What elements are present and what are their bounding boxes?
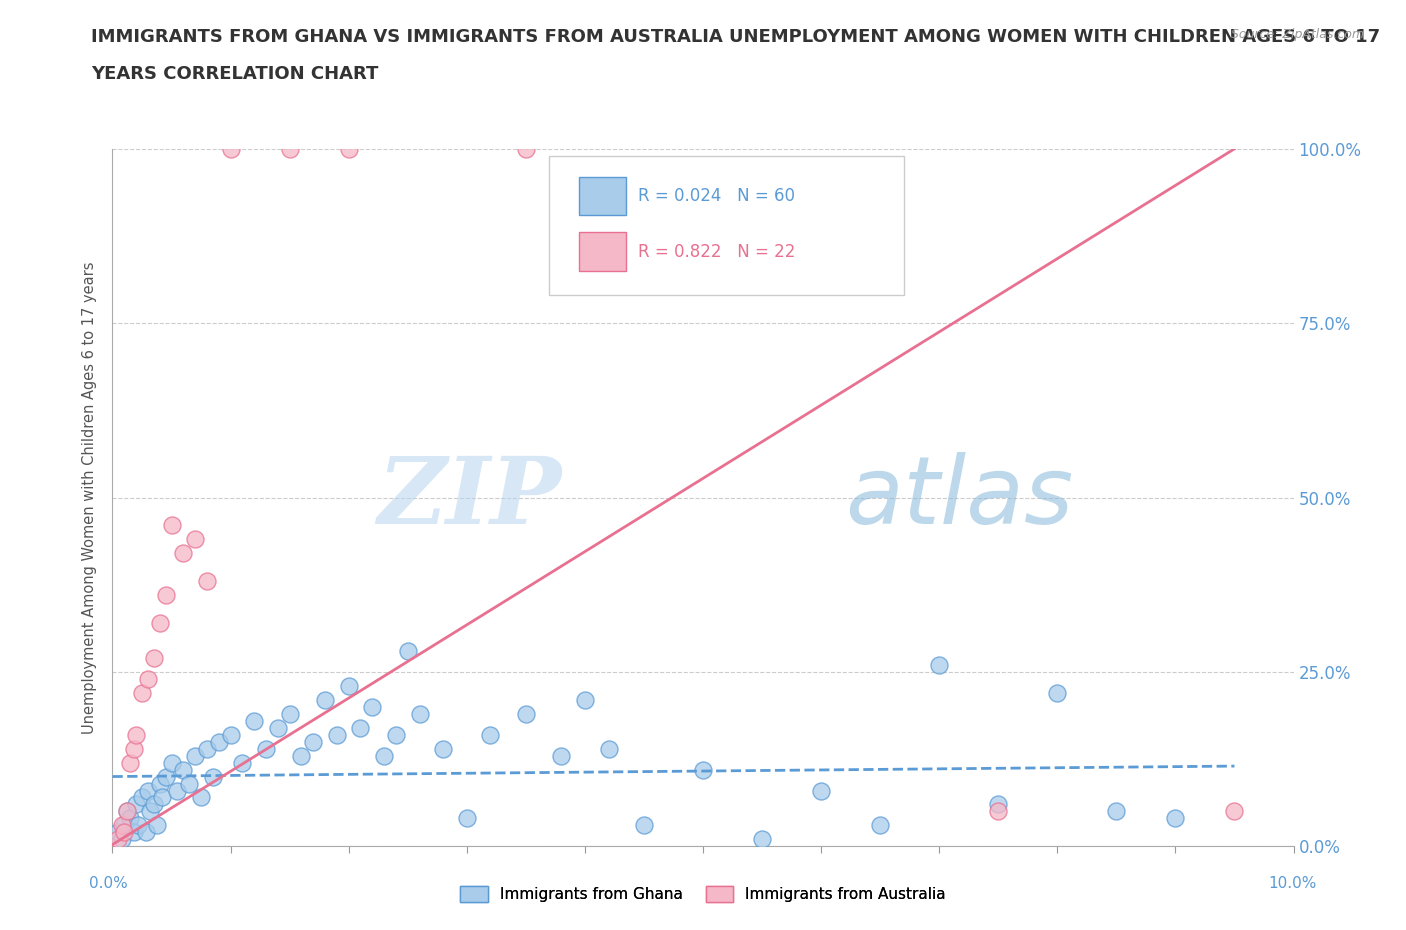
Point xyxy=(184,748,207,763)
Point xyxy=(142,797,165,812)
Point xyxy=(155,588,177,603)
Point xyxy=(231,755,253,770)
Point xyxy=(373,748,395,763)
Point xyxy=(131,685,153,700)
Point xyxy=(598,741,620,756)
Point xyxy=(278,707,301,722)
Point xyxy=(1046,685,1069,700)
Point xyxy=(107,825,129,840)
Point xyxy=(179,776,201,790)
Point xyxy=(190,790,212,805)
FancyBboxPatch shape xyxy=(550,156,904,296)
Text: atlas: atlas xyxy=(845,452,1073,543)
Point xyxy=(337,141,360,156)
Point xyxy=(349,721,371,736)
Bar xyxy=(579,177,626,215)
Point xyxy=(692,763,714,777)
Point xyxy=(150,790,173,805)
Point xyxy=(479,727,502,742)
Text: Source: ZipAtlas.com: Source: ZipAtlas.com xyxy=(1230,28,1364,41)
Text: 10.0%: 10.0% xyxy=(1268,876,1317,891)
Point xyxy=(751,832,773,847)
Point xyxy=(120,811,142,826)
Point xyxy=(219,141,242,156)
Point xyxy=(432,741,454,756)
Point xyxy=(122,825,145,840)
Point xyxy=(160,755,183,770)
Point xyxy=(574,692,596,708)
Point xyxy=(201,769,224,784)
Point xyxy=(112,818,135,833)
Point xyxy=(135,825,157,840)
Point xyxy=(290,748,312,763)
Point xyxy=(172,546,194,561)
Point xyxy=(115,804,138,819)
Point xyxy=(515,707,537,722)
Point xyxy=(302,735,325,750)
Point xyxy=(361,699,384,714)
Point xyxy=(1164,811,1187,826)
Point xyxy=(208,735,231,750)
Legend: Immigrants from Ghana, Immigrants from Australia: Immigrants from Ghana, Immigrants from A… xyxy=(454,880,952,909)
Point xyxy=(254,741,277,756)
Text: R = 0.024   N = 60: R = 0.024 N = 60 xyxy=(638,187,794,206)
Point xyxy=(396,644,419,658)
Text: ZIP: ZIP xyxy=(377,453,561,542)
Y-axis label: Unemployment Among Women with Children Ages 6 to 17 years: Unemployment Among Women with Children A… xyxy=(82,261,97,734)
Point xyxy=(550,748,572,763)
Point xyxy=(120,755,142,770)
Point xyxy=(112,825,135,840)
Point xyxy=(142,651,165,666)
Point xyxy=(987,797,1010,812)
Point xyxy=(122,741,145,756)
Text: YEARS CORRELATION CHART: YEARS CORRELATION CHART xyxy=(91,65,378,83)
Point xyxy=(267,721,290,736)
Point xyxy=(810,783,832,798)
Point xyxy=(146,818,169,833)
Point xyxy=(115,804,138,819)
Point xyxy=(166,783,188,798)
Point xyxy=(243,713,266,728)
Text: IMMIGRANTS FROM GHANA VS IMMIGRANTS FROM AUSTRALIA UNEMPLOYMENT AMONG WOMEN WITH: IMMIGRANTS FROM GHANA VS IMMIGRANTS FROM… xyxy=(91,28,1381,46)
Point xyxy=(456,811,478,826)
Text: R = 0.822   N = 22: R = 0.822 N = 22 xyxy=(638,243,796,261)
Point xyxy=(160,518,183,533)
Point xyxy=(987,804,1010,819)
Point xyxy=(155,769,177,784)
Point xyxy=(125,727,148,742)
Point xyxy=(408,707,430,722)
Point xyxy=(314,692,336,708)
Point xyxy=(131,790,153,805)
Point xyxy=(633,818,655,833)
Point xyxy=(385,727,408,742)
Point xyxy=(869,818,891,833)
Point xyxy=(928,658,950,672)
Point xyxy=(139,804,162,819)
Point xyxy=(149,776,172,790)
Point xyxy=(184,532,207,547)
Point xyxy=(172,763,194,777)
Point xyxy=(326,727,349,742)
Point xyxy=(149,616,172,631)
Point xyxy=(515,141,537,156)
Point xyxy=(1105,804,1128,819)
Point xyxy=(1223,804,1246,819)
Text: 0.0%: 0.0% xyxy=(89,876,128,891)
Point xyxy=(107,832,129,847)
Point xyxy=(111,832,134,847)
Point xyxy=(195,741,218,756)
Point xyxy=(337,679,360,694)
Point xyxy=(195,574,218,589)
Point xyxy=(111,818,134,833)
Point xyxy=(125,797,148,812)
Point xyxy=(278,141,301,156)
Point xyxy=(136,783,159,798)
Point xyxy=(219,727,242,742)
Point xyxy=(136,671,159,686)
Point xyxy=(127,818,149,833)
Bar xyxy=(579,232,626,271)
